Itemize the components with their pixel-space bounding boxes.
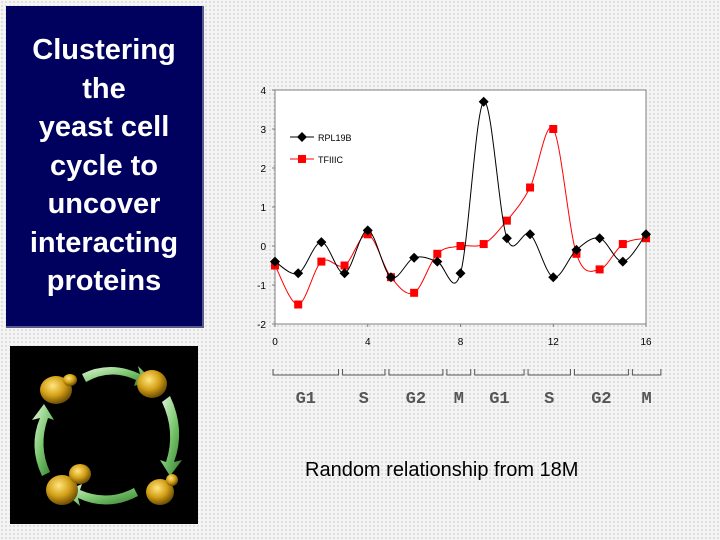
data-point-rpl19b	[641, 229, 651, 240]
legend-marker	[297, 132, 307, 142]
y-tick-label: 1	[260, 203, 266, 214]
data-point-tfiiic	[456, 242, 465, 250]
cell-cycle-icon	[32, 366, 182, 506]
data-point-rpl19b	[571, 244, 582, 255]
data-point-rpl19b	[293, 268, 304, 279]
data-point-tfiiic	[294, 300, 303, 309]
phase-bracket	[631, 369, 662, 376]
y-tick-label: 4	[260, 86, 266, 97]
data-point-rpl19b	[594, 233, 605, 244]
phase-label: M	[454, 390, 464, 409]
phase-label: M	[642, 390, 652, 409]
phase-label: G2	[591, 390, 611, 409]
chart-caption: Random relationship from 18M	[305, 459, 579, 481]
data-point-rpl19b	[362, 225, 373, 236]
phase-bracket	[527, 369, 571, 376]
y-tick-label: -1	[257, 281, 266, 292]
yeast-cell	[137, 370, 167, 398]
yeast-cell	[46, 475, 78, 505]
title-line: the	[82, 72, 126, 105]
phase-bracket	[446, 369, 472, 376]
data-point-tfiiic	[340, 261, 349, 270]
data-point-tfiiic	[410, 288, 419, 297]
data-point-rpl19b	[548, 272, 559, 283]
x-tick-label: 8	[458, 337, 464, 348]
phase-bracket	[272, 369, 340, 376]
data-point-rpl19b	[525, 229, 536, 240]
legend-label: RPL19B	[318, 133, 352, 143]
yeast-bud	[166, 474, 178, 486]
yeast-bud	[63, 374, 77, 386]
data-point-rpl19b	[385, 272, 396, 283]
phase-label: G1	[489, 390, 509, 409]
arrow-shape	[82, 366, 152, 386]
data-point-rpl19b	[316, 237, 327, 248]
plot-area	[274, 89, 647, 325]
title-line: interacting	[29, 226, 179, 259]
data-point-tfiiic	[595, 265, 604, 274]
y-tick-label: 2	[260, 164, 266, 175]
legend-label: TFIIIC	[318, 155, 343, 165]
data-point-tfiiic	[502, 216, 511, 225]
y-tick-label: -2	[257, 320, 266, 331]
data-point-tfiiic	[618, 240, 627, 249]
data-point-tfiiic	[433, 249, 442, 258]
phase-label: G2	[406, 390, 426, 409]
arrow-shape	[32, 404, 54, 476]
phase-bracket	[388, 369, 444, 376]
title-line: uncover	[47, 188, 161, 221]
title-line: yeast cell	[38, 111, 170, 144]
data-point-rpl19b	[270, 256, 280, 267]
title-line: proteins	[46, 265, 162, 298]
y-tick-label: 0	[260, 242, 266, 253]
x-tick-label: 12	[548, 337, 560, 348]
data-point-rpl19b	[455, 268, 466, 279]
data-point-rpl19b	[501, 233, 512, 244]
data-point-tfiiic	[317, 257, 326, 266]
title-line: Clustering	[32, 34, 176, 67]
phase-label: G1	[296, 390, 316, 409]
x-tick-label: 4	[365, 337, 371, 348]
data-point-tfiiic	[526, 183, 535, 192]
data-point-rpl19b	[478, 96, 489, 107]
data-point-rpl19b	[432, 256, 443, 267]
data-point-tfiiic	[479, 240, 488, 249]
phase-label: S	[544, 390, 554, 409]
legend-marker	[298, 155, 306, 163]
x-tick-label: 16	[640, 337, 652, 348]
yeast-cell-cycle-image	[10, 346, 198, 524]
arrow-shape	[160, 396, 182, 476]
title-line: cycle to	[50, 149, 158, 182]
phase-bracket	[573, 369, 629, 376]
y-tick-label: 3	[260, 125, 266, 136]
phase-bracket	[474, 369, 525, 376]
phase-bracket	[342, 369, 386, 376]
data-point-rpl19b	[339, 268, 350, 279]
data-point-rpl19b	[409, 252, 420, 263]
arrow-shape	[64, 484, 138, 506]
yeast-cell	[146, 479, 174, 505]
title-box: Clustering the yeast cell cycle to uncov…	[6, 6, 204, 328]
x-tick-label: 0	[272, 337, 278, 348]
data-point-tfiiic	[549, 125, 558, 133]
data-point-rpl19b	[617, 256, 628, 267]
phase-label: S	[359, 390, 369, 409]
yeast-bud	[69, 464, 91, 484]
